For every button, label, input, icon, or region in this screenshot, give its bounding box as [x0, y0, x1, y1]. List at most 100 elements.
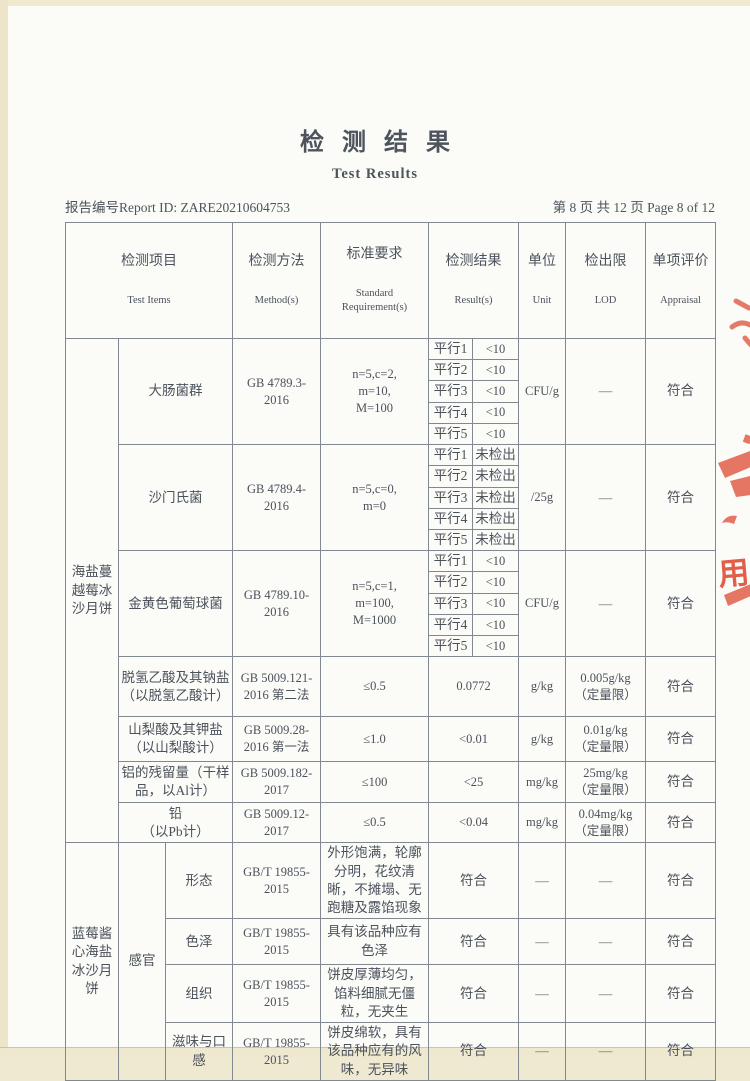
- item-name-cell: 组织: [164, 964, 234, 1024]
- method-cell: GB 5009.182- 2017: [232, 761, 322, 804]
- parallel-label-cell: 平行1: [428, 338, 474, 361]
- col-header-standard-en: Standard Requirement(s): [341, 288, 408, 314]
- parallel-label-cell: 平行5: [428, 635, 474, 658]
- col-header-method: 检测方法 Method(s): [232, 221, 322, 340]
- parallel-label-cell: 平行3: [428, 592, 474, 615]
- result-cell: 符合: [428, 1022, 520, 1081]
- appraisal-cell: 符合: [645, 802, 717, 844]
- appraisal-cell: 符合: [645, 444, 717, 552]
- item-name-cell: 滋味与口感: [164, 1022, 234, 1081]
- table-row: 平行3 未检出: [66, 486, 716, 509]
- parallel-label-cell: 平行3: [428, 380, 474, 403]
- result-cell: <25: [428, 761, 520, 804]
- lod-cell: —: [565, 918, 647, 966]
- col-header-appraisal-en: Appraisal: [660, 295, 701, 307]
- standard-cell: ≤1.0: [320, 716, 430, 763]
- unit-cell: —: [518, 964, 567, 1024]
- unit-cell: mg/kg: [518, 802, 567, 844]
- table-row: 脱氢乙酸及其钠盐（以脱氢乙酸计） GB 5009.121- 2016 第二法 ≤…: [66, 656, 717, 718]
- col-header-lod-en: LOD: [594, 295, 617, 307]
- unit-cell: /25g: [518, 444, 567, 552]
- col-header-appraisal-zh: 单项评价: [652, 253, 709, 269]
- results-table: 检测项目 Test Items 检测方法 Method(s) 标准要求 Stan…: [64, 221, 717, 1081]
- unit-cell: mg/kg: [518, 761, 567, 804]
- col-header-result-zh: 检测结果: [445, 253, 502, 269]
- standard-cell: ≤0.5: [320, 656, 430, 718]
- method-cell: GB/T 19855- 2015: [232, 964, 322, 1024]
- report-id: 报告编号Report ID: ZARE20210604753: [65, 200, 290, 215]
- method-cell: GB 5009.12- 2017: [232, 802, 322, 844]
- standard-cell: ≤100: [320, 761, 430, 804]
- col-header-item-zh: 检测项目: [121, 253, 177, 269]
- col-header-lod-zh: 检出限: [584, 253, 627, 269]
- appraisal-cell: 符合: [645, 964, 717, 1024]
- lod-cell: —: [565, 550, 647, 658]
- table-row: 平行2 <10: [66, 359, 716, 382]
- standard-cell: 饼皮绵软，具有该品种应有的风味，无异味: [320, 1022, 430, 1081]
- result-cell: 0.0772: [428, 656, 520, 718]
- method-cell: GB/T 19855- 2015: [232, 918, 322, 966]
- lod-cell: 0.04mg/kg （定量限）: [565, 802, 647, 844]
- parallel-label-cell: 平行2: [428, 571, 474, 594]
- col-header-item-en: Test Items: [127, 295, 171, 307]
- parallel-label-cell: 平行1: [428, 444, 474, 467]
- table-row: 平行2 未检出: [66, 465, 716, 488]
- parallel-value-cell: <10: [472, 422, 520, 446]
- col-header-unit: 单位 Unit: [518, 221, 567, 340]
- page-number: 第 8 页 共 12 页 Page 8 of 12: [552, 200, 715, 215]
- appraisal-cell: 符合: [645, 550, 717, 658]
- parallel-value-cell: <10: [472, 359, 520, 382]
- appraisal-cell: 符合: [645, 338, 717, 446]
- parallel-value-cell: 未检出: [472, 528, 520, 552]
- col-header-result: 检测结果 Result(s): [428, 221, 520, 340]
- col-header-result-en: Result(s): [454, 295, 493, 307]
- standard-cell: n=5,c=1, m=100, M=1000: [320, 550, 430, 658]
- scan-edge-left: [0, 0, 8, 1054]
- item-name-cell: 大肠菌群: [117, 338, 234, 446]
- standard-cell: 饼皮厚薄均匀，馅料细腻无僵粒，无夹生: [320, 964, 430, 1024]
- method-cell: GB/T 19855- 2015: [232, 1022, 322, 1081]
- item-name-cell: 沙门氏菌: [117, 444, 234, 552]
- standard-cell: n=5,c=0, m=0: [320, 444, 430, 552]
- col-header-unit-en: Unit: [532, 295, 552, 307]
- table-row: 平行3 <10: [66, 380, 716, 403]
- parallel-value-cell: <10: [472, 380, 520, 403]
- result-cell: <0.01: [428, 716, 520, 763]
- lod-cell: —: [565, 1022, 647, 1081]
- lod-cell: 0.01g/kg （定量限）: [565, 716, 647, 763]
- result-cell: 符合: [428, 918, 520, 966]
- parallel-label-cell: 平行2: [428, 465, 474, 488]
- standard-cell: n=5,c=2, m=10, M=100: [320, 338, 430, 446]
- page-subtitle: Test Results: [332, 166, 418, 182]
- unit-cell: g/kg: [518, 716, 567, 763]
- parallel-label-cell: 平行4: [428, 613, 474, 637]
- parallel-label-cell: 平行4: [428, 401, 474, 424]
- parallel-label-cell: 平行5: [428, 422, 474, 446]
- parallel-value-cell: <10: [472, 635, 520, 658]
- parallel-value-cell: <10: [472, 613, 520, 637]
- parallel-label-cell: 平行1: [428, 550, 474, 573]
- parallel-value-cell: 未检出: [472, 444, 520, 467]
- item-name-cell: 色泽: [164, 918, 234, 966]
- col-header-unit-zh: 单位: [528, 253, 557, 269]
- result-cell: 符合: [428, 964, 520, 1024]
- lod-cell: —: [565, 842, 647, 920]
- table-row: 铅 （以Pb计） GB 5009.12- 2017 ≤0.5 <0.04 mg/…: [66, 802, 717, 844]
- col-header-standard-zh: 标准要求: [346, 246, 403, 262]
- parallel-label-cell: 平行3: [428, 486, 474, 509]
- parallel-value-cell: 未检出: [472, 465, 520, 488]
- table-row: 山梨酸及其钾盐（以山梨酸计） GB 5009.28- 2016 第一法 ≤1.0…: [66, 716, 717, 763]
- report-meta-row: 报告编号Report ID: ZARE20210604753 第 8 页 共 1…: [65, 196, 715, 216]
- lod-cell: —: [565, 964, 647, 1024]
- parallel-value-cell: <10: [472, 401, 520, 424]
- item-name-cell: 金黄色葡萄球菌: [117, 550, 234, 658]
- parallel-value-cell: <10: [472, 592, 520, 615]
- parallel-value-cell: <10: [472, 550, 520, 573]
- standard-cell: ≤0.5: [320, 802, 430, 844]
- parallel-value-cell: 未检出: [472, 486, 520, 509]
- unit-cell: —: [518, 842, 567, 920]
- lod-cell: 25mg/kg （定量限）: [565, 761, 647, 804]
- table-row: 平行5 <10: [66, 422, 716, 446]
- appraisal-cell: 符合: [645, 1022, 717, 1081]
